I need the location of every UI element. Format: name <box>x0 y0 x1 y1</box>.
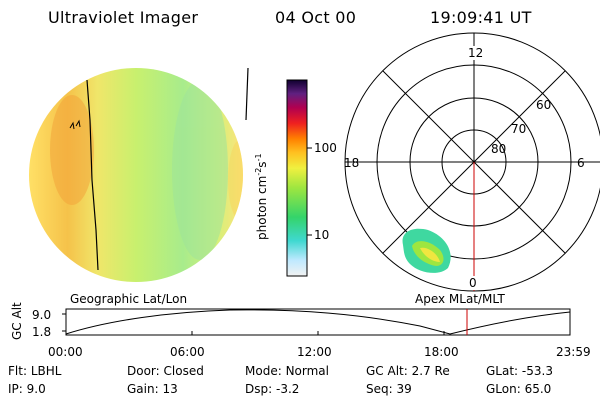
info-glat: GLat: -53.3 <box>486 364 553 378</box>
info-gain: Gain: 13 <box>127 382 178 396</box>
terminator-line <box>86 79 99 271</box>
mlt-label-0: 0 <box>469 276 477 290</box>
lat-label-70: 70 <box>511 122 527 136</box>
time-tick-0600: 06:00 <box>170 345 205 359</box>
info-seq: Seq: 39 <box>366 382 412 396</box>
time-tick-0000: 00:00 <box>48 345 83 359</box>
time-label: 19:09:41 UT <box>430 8 532 27</box>
info-flt: Flt: LBHL <box>8 364 62 378</box>
altitude-plot <box>62 308 571 336</box>
colorbar-tick-100: 100 <box>314 141 337 155</box>
projection-left-title: Geographic Lat/Lon <box>70 292 188 306</box>
instrument-title: Ultraviolet Imager <box>48 8 199 27</box>
lat-label-80: 80 <box>491 142 507 156</box>
info-gc-alt: GC Alt: 2.7 Re <box>366 364 450 378</box>
info-glon: GLon: 65.0 <box>486 382 552 396</box>
edge-line <box>245 67 249 121</box>
alt-tick-1.8: 1.8 <box>32 325 52 339</box>
date-label: 04 Oct 00 <box>275 8 357 27</box>
image-panels <box>29 32 600 292</box>
time-tick-1800: 18:00 <box>424 345 459 359</box>
info-door: Door: Closed <box>127 364 204 378</box>
info-mode: Mode: Normal <box>245 364 329 378</box>
altitude-curve <box>65 309 571 335</box>
time-tick-2359: 23:59 <box>556 345 591 359</box>
info-dsp: Dsp: -3.2 <box>245 382 300 396</box>
earth-image <box>29 67 249 282</box>
projection-right-title: Apex MLat/MLT <box>415 292 505 306</box>
colorbar <box>286 79 312 277</box>
mlt-label-18: 18 <box>344 156 360 170</box>
alt-tick-9: 9.0 <box>32 308 52 322</box>
colorbar-unit-label: photon cm-2s-1 <box>254 153 269 240</box>
mlt-label-12: 12 <box>468 46 484 60</box>
lat-label-60: 60 <box>536 98 552 112</box>
time-tick-1200: 12:00 <box>297 345 332 359</box>
mlt-label-6: 6 <box>577 156 585 170</box>
polar-plot <box>344 32 600 292</box>
coast-mark <box>69 119 81 130</box>
auroral-oval <box>402 228 451 273</box>
colorbar-tick-10: 10 <box>314 228 330 242</box>
info-ip: IP: 9.0 <box>8 382 46 396</box>
